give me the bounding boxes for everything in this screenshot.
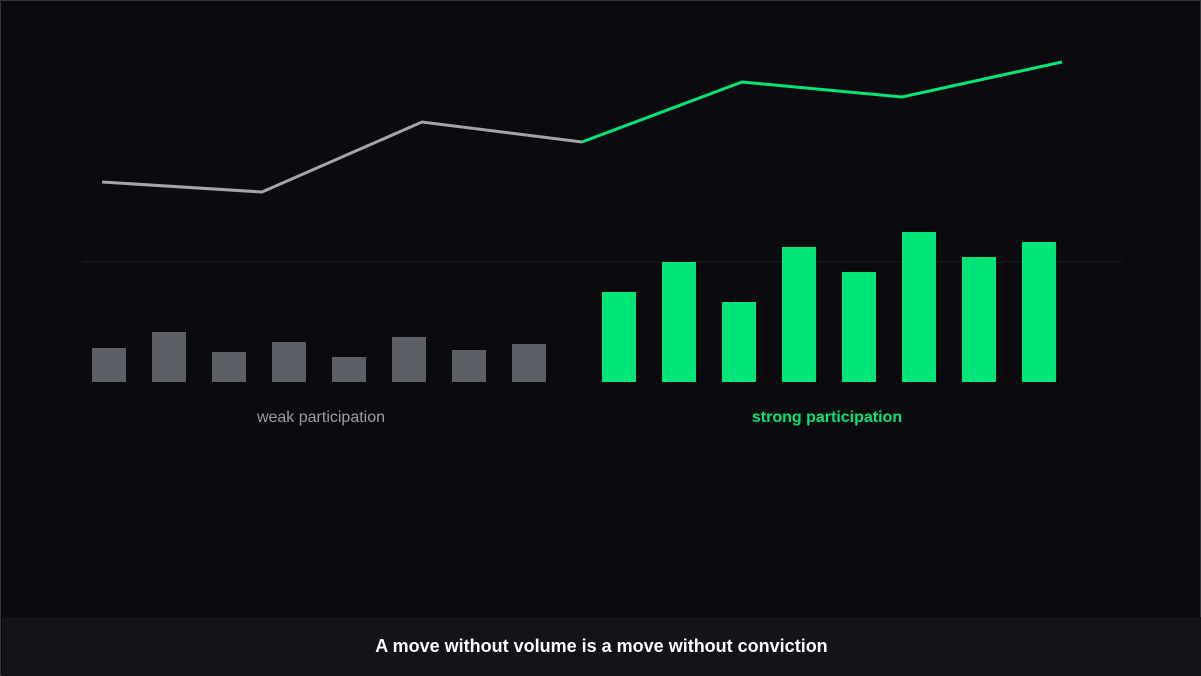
strong-volume-bars — [602, 232, 1056, 382]
weak-volume-bar-4 — [272, 342, 306, 382]
weak-volume-bar-2 — [152, 332, 186, 382]
strong-participation-label: strong participation — [752, 409, 902, 426]
caption-bar: A move without volume is a move without … — [2, 617, 1201, 676]
strong-volume-bar-3 — [722, 302, 756, 382]
strong-volume-bar-5 — [842, 272, 876, 382]
weak-volume-bar-8 — [512, 344, 546, 382]
volume-chart: weak participation strong participation — [82, 60, 1122, 426]
weak-volume-bars — [92, 332, 546, 382]
strong-volume-bar-7 — [962, 257, 996, 382]
strong-volume-bar-2 — [662, 262, 696, 382]
strong-volume-bar-1 — [602, 292, 636, 382]
weak-volume-bar-3 — [212, 352, 246, 382]
strong-volume-bar-8 — [1022, 242, 1056, 382]
weak-volume-bar-5 — [332, 357, 366, 382]
strong-price-line — [581, 60, 1063, 144]
weak-volume-bar-1 — [92, 348, 126, 382]
weak-price-line — [101, 120, 583, 194]
caption-text: A move without volume is a move without … — [375, 636, 828, 656]
strong-volume-bar-4 — [782, 247, 816, 382]
weak-volume-bar-6 — [392, 337, 426, 382]
weak-volume-bar-7 — [452, 350, 486, 382]
strong-volume-bar-6 — [902, 232, 936, 382]
weak-participation-label: weak participation — [256, 409, 385, 426]
